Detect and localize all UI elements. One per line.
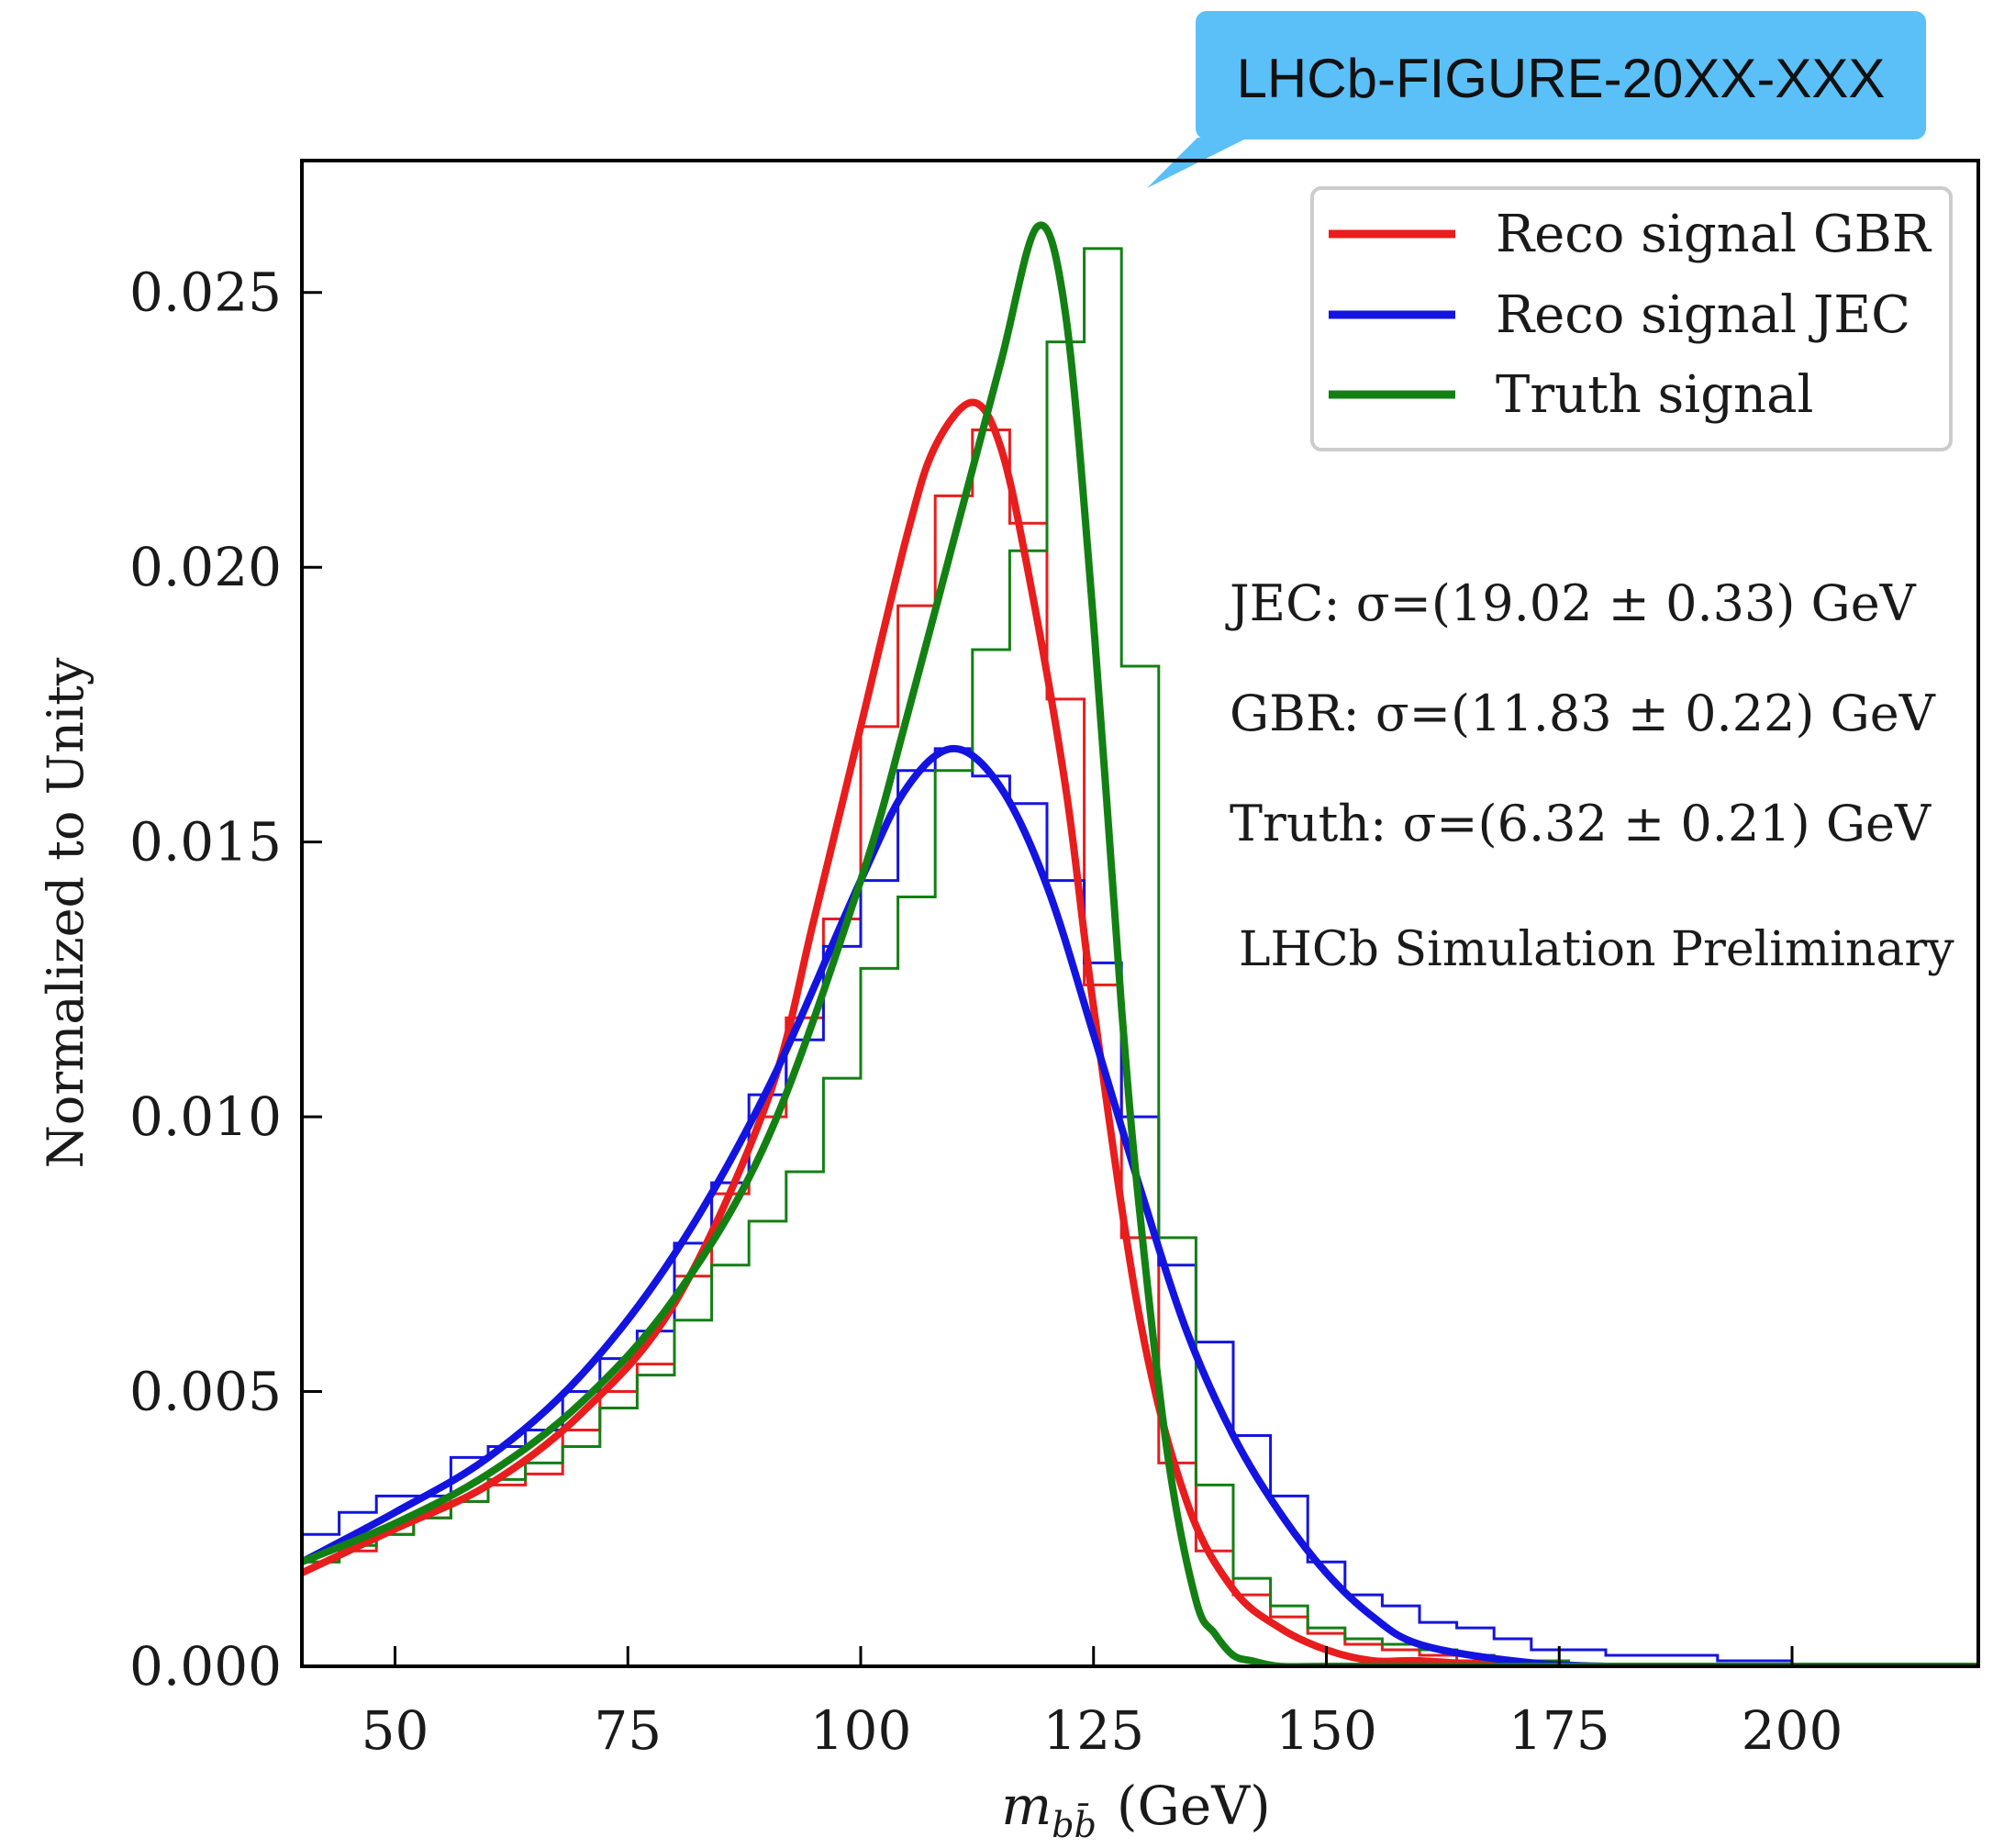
x-axis-ticks: 50 75 100 125 150 175 200	[362, 1646, 1843, 1762]
x-tick-label: 150	[1275, 1699, 1377, 1762]
y-tick-label: 0.020	[129, 536, 282, 598]
histogram-bin	[637, 1331, 674, 1666]
histogram-bin	[637, 1375, 674, 1666]
histogram-bin	[749, 1117, 786, 1666]
annotation-lhcb-preliminary: LHCb Simulation Preliminary	[1239, 922, 1954, 977]
x-tick-label: 50	[362, 1699, 429, 1762]
legend-label-jec: Reco signal JEC	[1496, 285, 1910, 345]
histogram-bin	[1121, 666, 1159, 1666]
histogram-bin	[674, 1243, 712, 1666]
histogram-bin	[488, 1485, 526, 1666]
histogram-bin	[451, 1501, 488, 1666]
y-tick-label: 0.010	[129, 1085, 282, 1148]
x-tick-label: 175	[1509, 1699, 1610, 1762]
x-axis-label-symbol: m	[1001, 1775, 1052, 1837]
histogram-bin	[935, 771, 973, 1666]
histogram-bin	[712, 1265, 750, 1666]
histogram-bin	[526, 1463, 563, 1666]
histogram-bin	[674, 1320, 712, 1666]
histogram-bin	[562, 1392, 600, 1666]
histogram-bin	[302, 1562, 340, 1666]
tag-pointer	[1147, 138, 1248, 188]
histogram-bin	[749, 1095, 786, 1666]
x-axis-label-subscript: bb̄	[1052, 1804, 1097, 1843]
y-tick-label: 0.005	[129, 1361, 282, 1423]
annotation-jec-sigma: JEC: σ=(19.02 ± 0.33) GeV	[1225, 574, 1917, 632]
x-axis-label: mbb̄ (GeV)	[1001, 1775, 1270, 1843]
histogram-bin	[600, 1408, 638, 1666]
histogram-bin	[1009, 804, 1047, 1666]
fit-curve-reco-signal-jec	[302, 744, 1978, 1666]
y-axis-ticks: 0.000 0.005 0.010 0.015 0.020 0.025	[129, 262, 322, 1698]
histogram-bin	[600, 1359, 638, 1666]
histogram-bin	[414, 1518, 451, 1666]
histogram-bin	[674, 1276, 712, 1666]
histogram-bin	[1047, 881, 1085, 1666]
fit-results: JEC: σ=(19.02 ± 0.33) GeV GBR: σ=(11.83 …	[1225, 574, 1954, 977]
figure-tag: LHCb-FIGURE-20XX-XXX	[1147, 11, 1926, 188]
legend-label-gbr: Reco signal GBR	[1496, 205, 1932, 264]
fit-curve-layer	[302, 221, 1978, 1666]
histogram-bin	[1047, 699, 1085, 1666]
histogram-bin	[712, 1183, 750, 1666]
histogram-bin	[786, 1172, 824, 1666]
histogram-bin	[1047, 342, 1085, 1666]
histogram-bin	[823, 946, 861, 1666]
histogram-bin	[786, 1018, 824, 1666]
histogram-reco-signal-gbr	[302, 428, 1978, 1666]
histogram-bin	[451, 1501, 488, 1666]
y-axis-label: Normalized to Unity	[37, 657, 95, 1168]
histogram-bin	[340, 1551, 377, 1666]
histogram-bin	[973, 776, 1010, 1666]
x-tick-label: 200	[1742, 1699, 1843, 1762]
y-tick-label: 0.015	[129, 811, 282, 874]
histogram-bin	[935, 495, 973, 1666]
histogram-bin	[861, 968, 898, 1666]
histogram-bin	[786, 1040, 824, 1666]
y-tick-label: 0.000	[129, 1635, 282, 1698]
histogram-bin	[823, 918, 861, 1666]
histogram-bin	[898, 771, 936, 1666]
y-tick-label: 0.025	[129, 262, 282, 324]
x-tick-label: 75	[594, 1699, 662, 1762]
histogram-bin	[526, 1430, 563, 1666]
histogram-bin	[637, 1364, 674, 1666]
histogram-bin	[414, 1518, 451, 1666]
histogram-bin	[898, 897, 936, 1666]
histogram-bin	[1009, 523, 1047, 1666]
legend-box	[1310, 186, 1953, 451]
annotation-gbr-sigma: GBR: σ=(11.83 ± 0.22) GeV	[1230, 685, 1936, 742]
tag-background	[1196, 11, 1926, 139]
legend-label-truth: Truth signal	[1496, 365, 1813, 425]
histogram-bin	[488, 1479, 526, 1666]
plot-frame	[300, 159, 1980, 1668]
histogram-bin	[526, 1474, 563, 1666]
x-axis-label-unit: (GeV)	[1117, 1775, 1271, 1837]
histogram-bin	[562, 1446, 600, 1666]
histogram-bin	[973, 429, 1010, 1666]
fit-curve-truth-signal	[302, 221, 1978, 1666]
x-tick-label: 125	[1042, 1699, 1144, 1762]
histogram-reco-signal-jec	[302, 747, 1978, 1666]
histogram-bin	[1009, 551, 1047, 1666]
histogram-bin	[302, 1562, 340, 1666]
x-tick-label: 100	[810, 1699, 912, 1762]
histogram-bin	[600, 1392, 638, 1666]
histogram-bin	[340, 1545, 377, 1666]
histogram-bin	[861, 881, 898, 1666]
histogram-bin	[823, 1078, 861, 1666]
histogram-bin	[935, 749, 973, 1666]
annotation-truth-sigma: Truth: σ=(6.32 ± 0.21) GeV	[1230, 795, 1932, 852]
histogram-bin	[562, 1430, 600, 1666]
tag-text: LHCb-FIGURE-20XX-XXX	[1237, 48, 1886, 109]
histogram-bin	[749, 1221, 786, 1666]
legend: Reco signal GBR Reco signal JEC Truth si…	[1310, 186, 1953, 451]
histogram-bin	[973, 650, 1010, 1666]
